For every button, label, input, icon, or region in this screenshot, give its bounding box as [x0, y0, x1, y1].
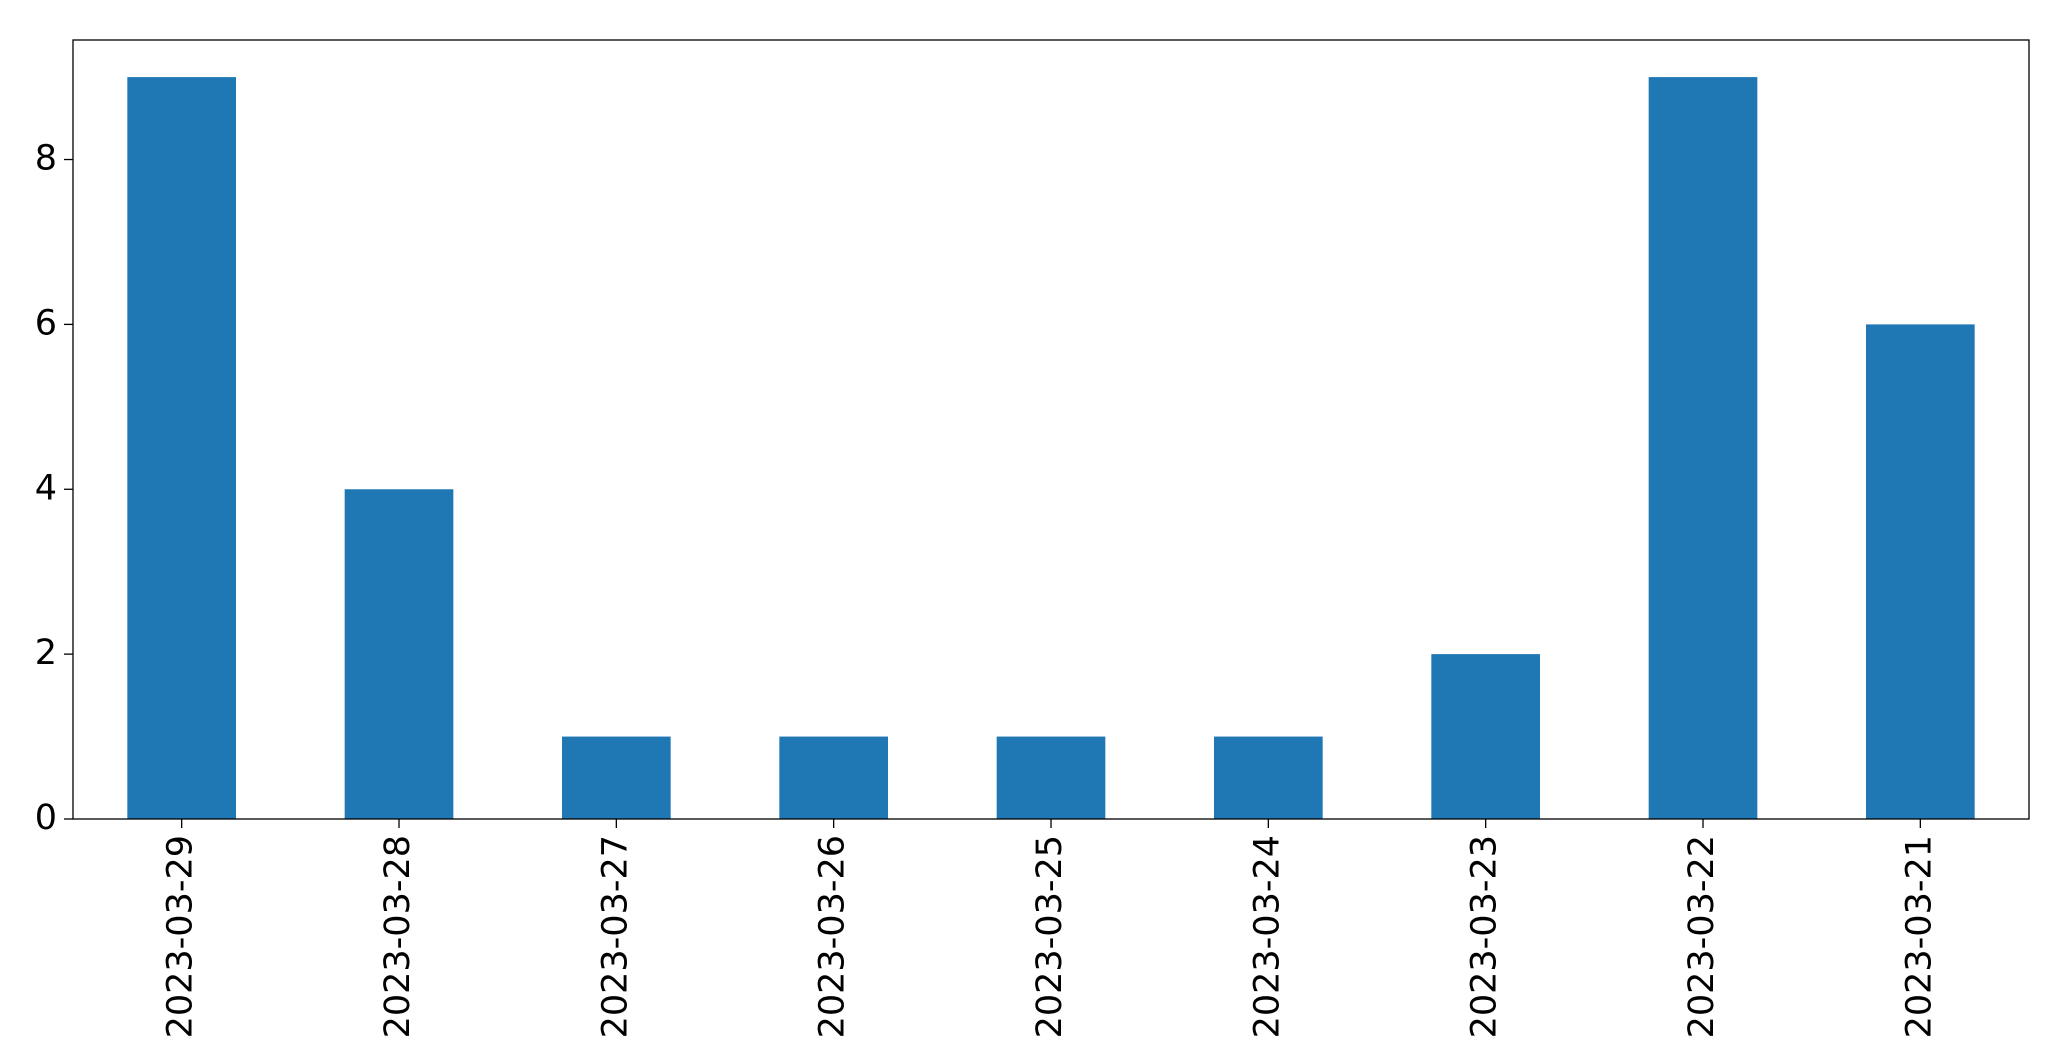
bar	[779, 736, 888, 819]
y-tick-label: 0	[35, 798, 57, 838]
bar	[127, 77, 236, 820]
bar	[344, 489, 454, 819]
x-tick-label: 2023-03-24	[1247, 835, 1287, 1038]
y-tick-label: 6	[35, 303, 57, 343]
bar	[1866, 324, 1975, 819]
x-tick-label: 2023-03-26	[813, 835, 853, 1038]
y-tick-label: 4	[35, 468, 57, 508]
x-tick-label: 2023-03-29	[161, 835, 201, 1038]
bar	[562, 736, 671, 819]
y-tick-label: 8	[35, 139, 57, 179]
x-tick-label: 2023-03-25	[1030, 835, 1070, 1038]
x-tick-label: 2023-03-21	[1899, 835, 1939, 1038]
bar	[996, 736, 1106, 819]
bar	[1214, 736, 1323, 819]
bar	[1648, 77, 1758, 820]
x-tick-label: 2023-03-23	[1465, 835, 1505, 1038]
plot-frame	[72, 39, 2030, 820]
bar	[1431, 654, 1540, 819]
x-tick-label: 2023-03-28	[378, 835, 418, 1038]
x-tick-label: 2023-03-27	[595, 835, 635, 1038]
x-tick-label: 2023-03-22	[1682, 835, 1722, 1038]
y-tick-label: 2	[35, 633, 57, 673]
